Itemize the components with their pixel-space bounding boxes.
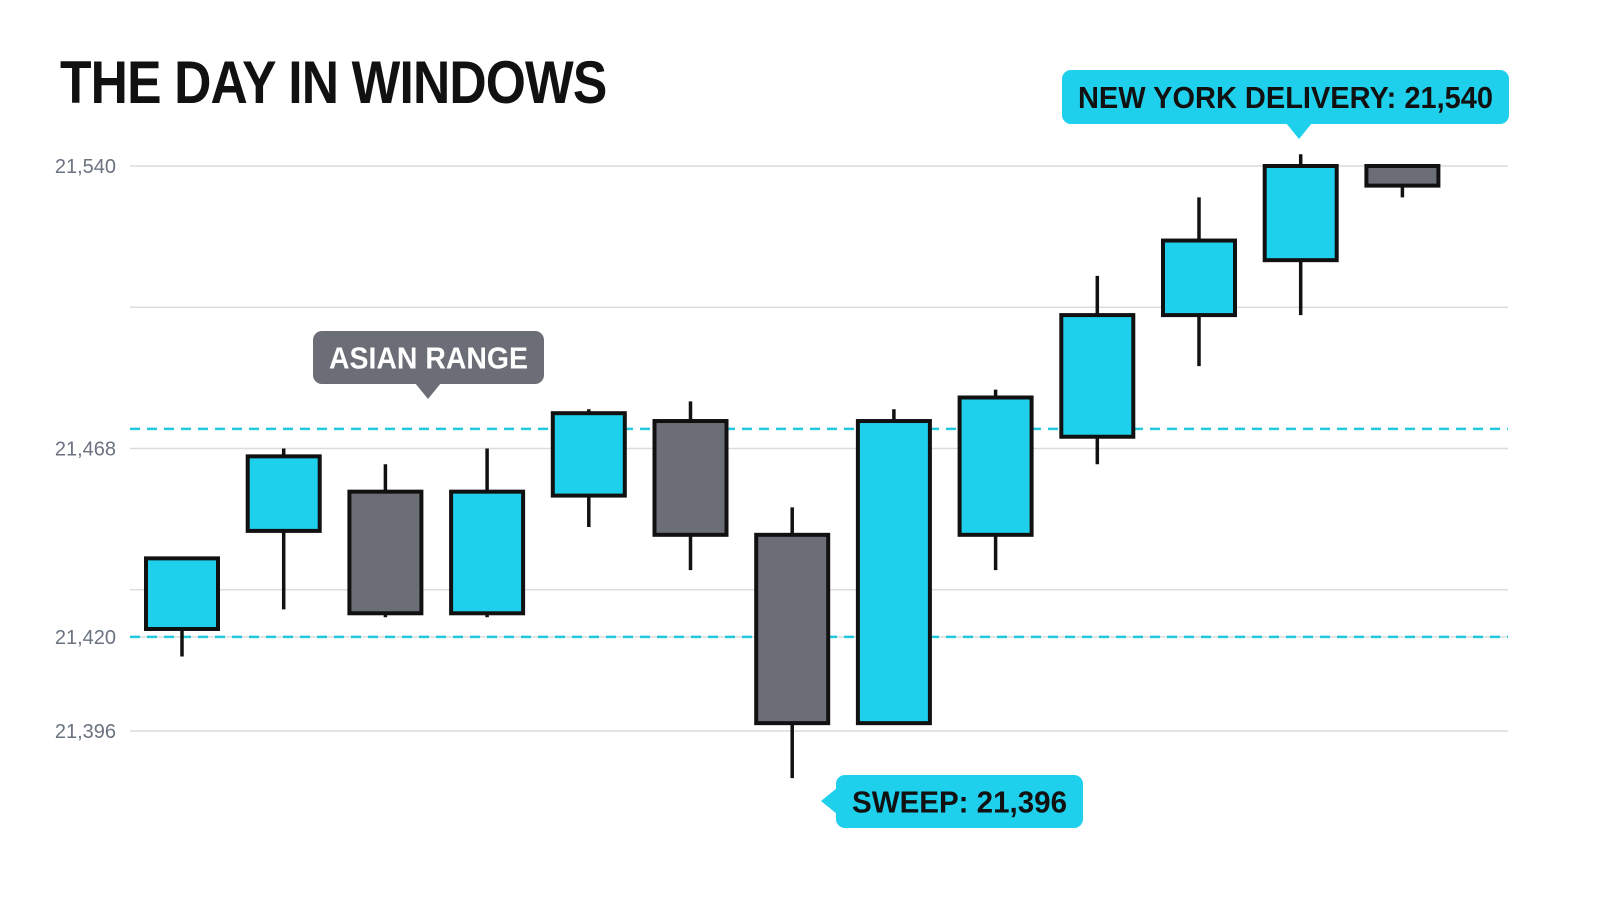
- y-axis-ticks: 21,540 21,468 21,420 21,396: [55, 156, 116, 743]
- candle-body-bullish: [144, 556, 220, 631]
- candle-body-bearish: [347, 489, 424, 616]
- y-tick-label: 21,468: [55, 439, 116, 461]
- candle-body-bullish: [245, 454, 322, 533]
- sweep-badge-pointer: [821, 788, 837, 814]
- candles: [144, 154, 1441, 779]
- candle: [957, 389, 1034, 571]
- asian-range-badge-box: [313, 331, 544, 384]
- y-tick-label: 21,420: [55, 627, 116, 649]
- candle-body-bullish: [550, 411, 627, 498]
- asian-range-badge-pointer: [415, 383, 441, 399]
- new-york-delivery-badge-pointer: [1286, 123, 1312, 139]
- candle: [855, 409, 932, 726]
- candle-body-bullish: [1262, 164, 1339, 263]
- asian-range-badge: ASIAN RANGE: [313, 331, 544, 399]
- sweep-badge: SWEEP: 21,396: [821, 775, 1083, 828]
- candle: [449, 448, 526, 618]
- sweep-badge-label: SWEEP: 21,396: [852, 785, 1067, 820]
- sweep-badge-box: [836, 775, 1083, 828]
- candle: [1364, 164, 1441, 198]
- candle: [1161, 197, 1237, 367]
- candle-body-bullish: [855, 419, 932, 726]
- candle: [550, 409, 627, 527]
- candle: [245, 448, 322, 610]
- candle: [754, 507, 831, 779]
- y-tick-label: 21,540: [55, 156, 116, 178]
- new-york-delivery-badge-label: NEW YORK DELIVERY: 21,540: [1078, 80, 1493, 115]
- candle: [347, 464, 424, 618]
- candle: [1262, 154, 1339, 316]
- new-york-delivery-badge: NEW YORK DELIVERY: 21,540: [1062, 70, 1509, 139]
- annotations: ASIAN RANGE NEW YORK DELIVERY: 21,540 SWEE…: [313, 70, 1509, 828]
- asian-range-badge-label: ASIAN RANGE: [329, 341, 528, 376]
- chart-title: THE DAY IN WINDOWS: [60, 49, 607, 116]
- candle-body-bullish: [1059, 313, 1136, 439]
- candle-body-bearish: [652, 419, 729, 537]
- candle: [1059, 275, 1136, 465]
- candle: [652, 401, 729, 571]
- candle-body-bullish: [449, 489, 526, 616]
- candle-body-bullish: [1161, 238, 1237, 318]
- candle-body-bullish: [957, 395, 1034, 537]
- candle-body-bearish: [1364, 164, 1441, 188]
- y-tick-label: 21,396: [55, 721, 116, 743]
- new-york-delivery-badge-box: [1062, 70, 1509, 124]
- candle-body-bearish: [754, 532, 831, 726]
- candle: [144, 556, 220, 657]
